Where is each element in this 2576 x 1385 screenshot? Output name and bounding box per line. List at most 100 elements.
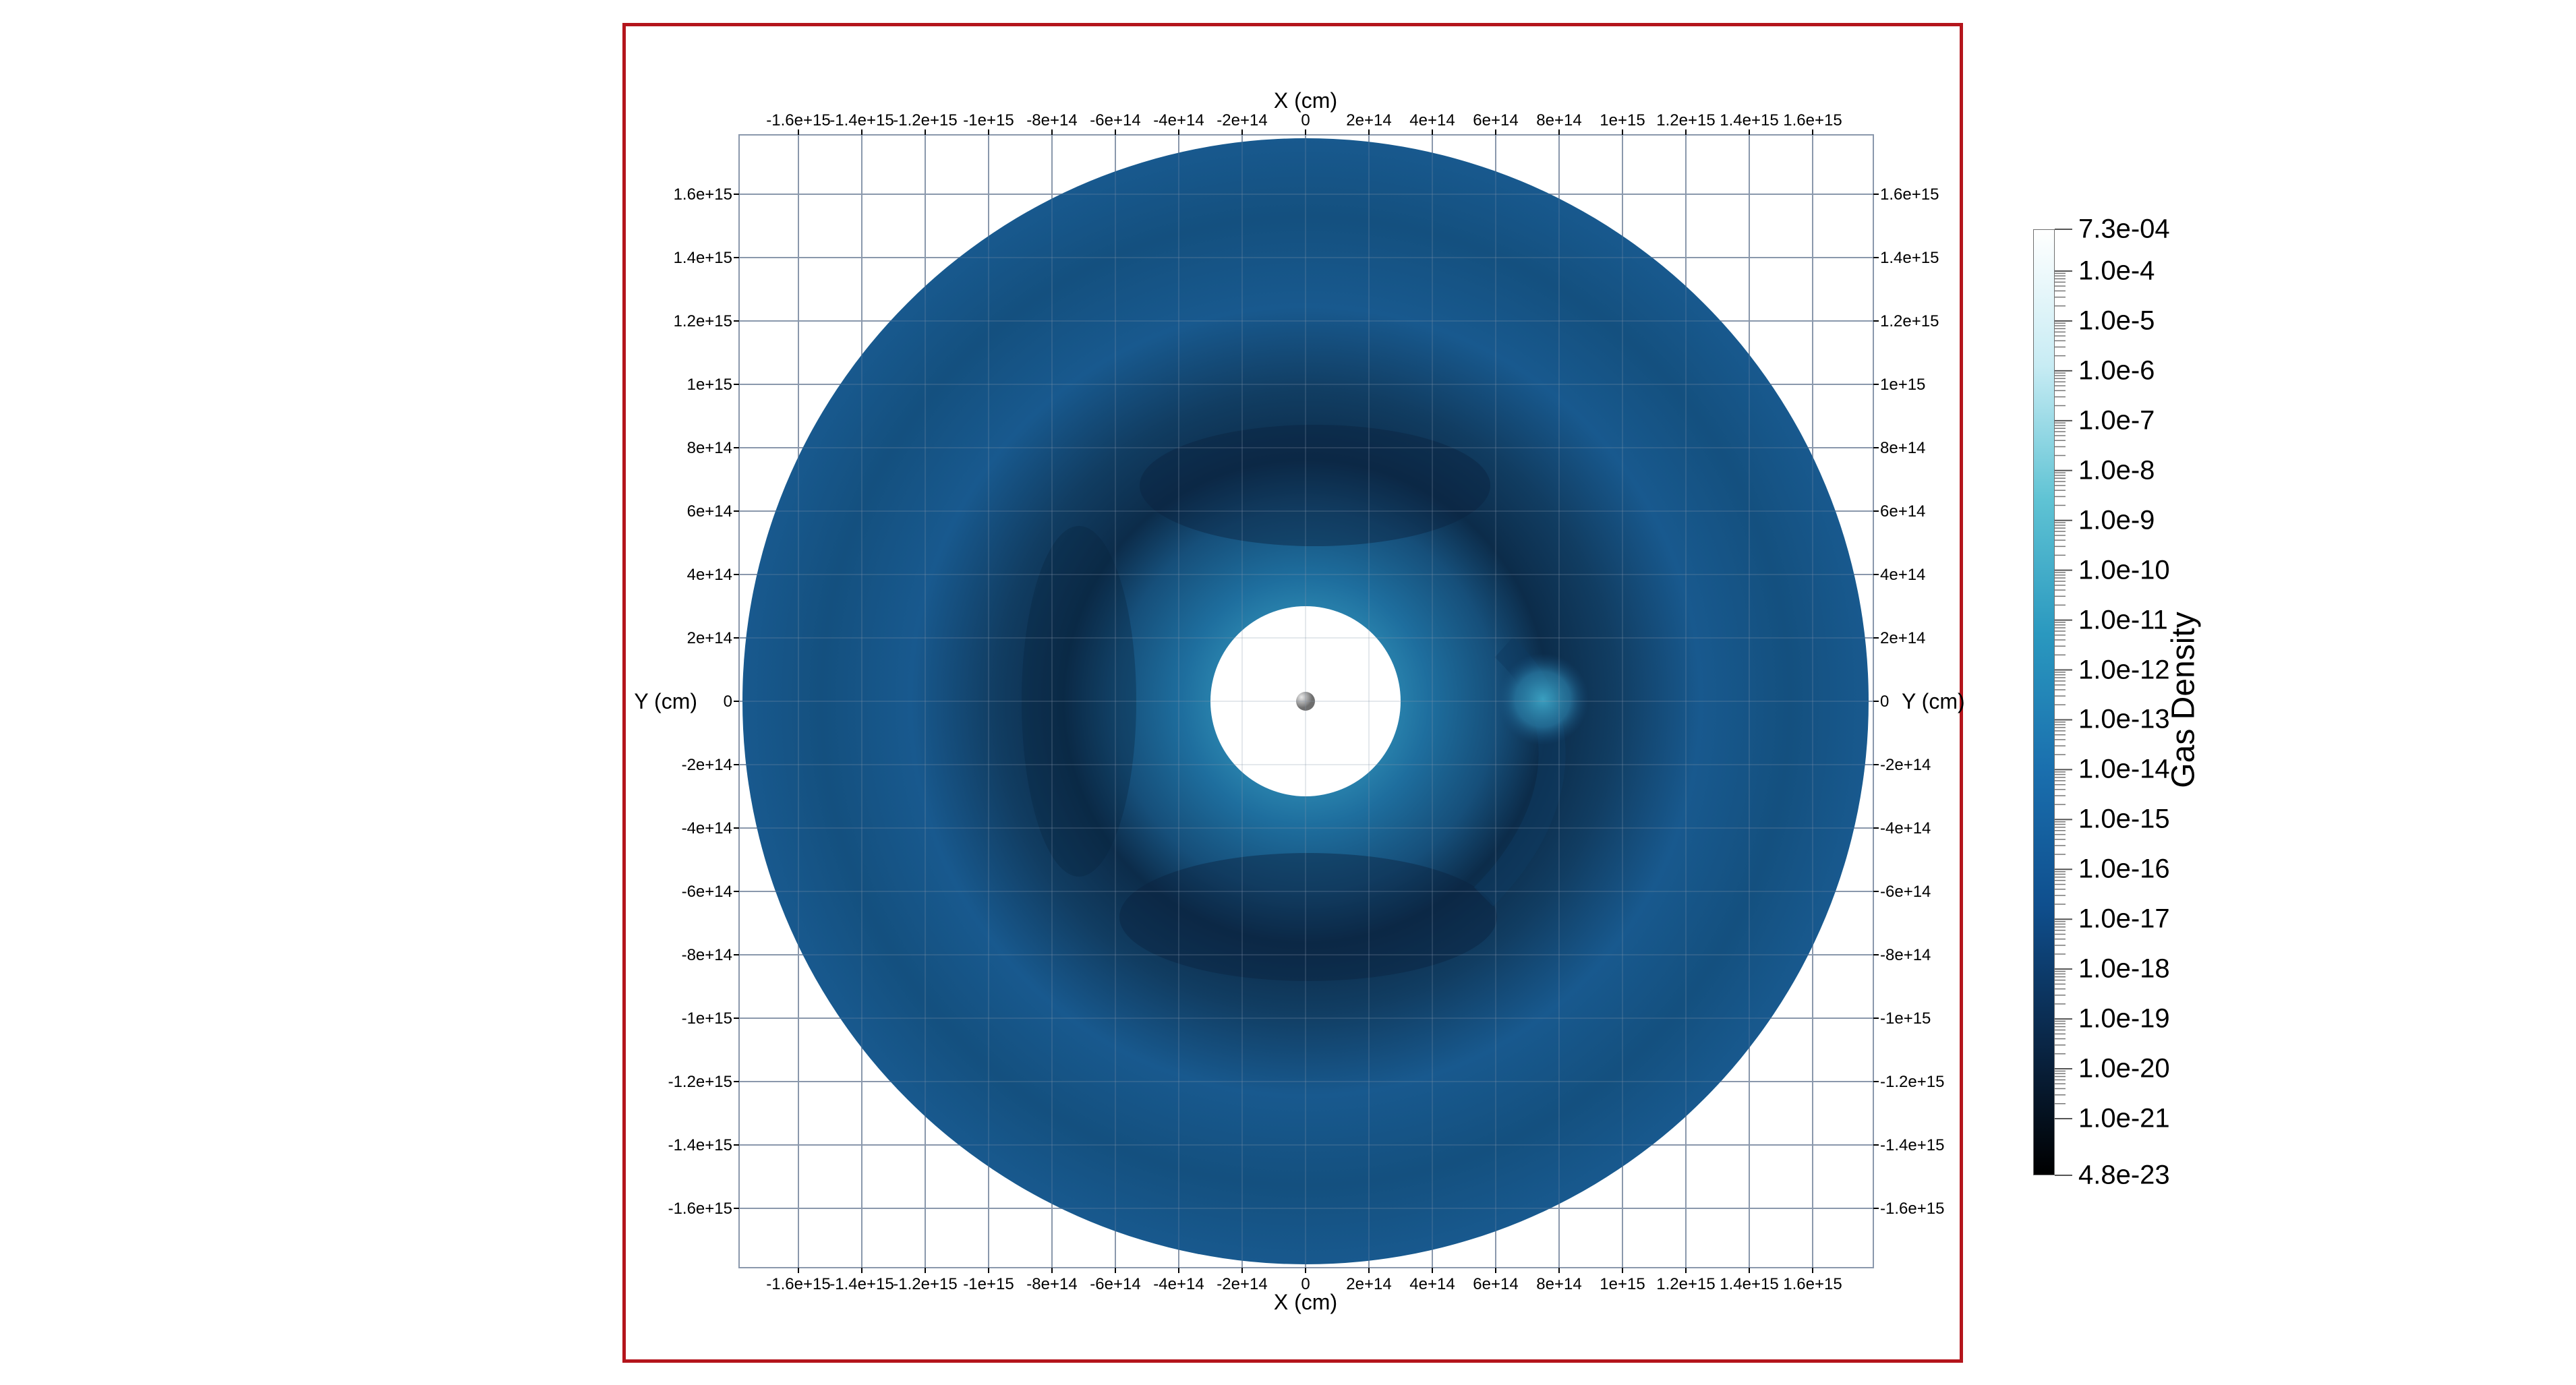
y-tick-right: 2e+14: [1880, 629, 1925, 647]
colorbar-label: 1.0e-9: [2078, 505, 2155, 535]
colorbar-label: 1.0e-20: [2078, 1053, 2170, 1084]
y-tick-left: 0: [724, 692, 732, 711]
axes: -1.6e+15-1.6e+15-1.4e+15-1.4e+15-1.2e+15…: [634, 88, 1964, 1314]
y-tick-left: -1.6e+15: [668, 1200, 732, 1218]
y-tick-right: -1.2e+15: [1880, 1073, 1944, 1091]
y-tick-left: 1.4e+15: [674, 249, 732, 267]
y-tick-left: -2e+14: [682, 756, 732, 774]
colorbar-label: 1.0e-7: [2078, 405, 2155, 436]
dark-arc-bottom: [1119, 853, 1497, 981]
y-tick-right: 1.6e+15: [1880, 185, 1939, 204]
x-tick-bottom: 1.2e+15: [1656, 1275, 1715, 1293]
x-tick-top: 4e+14: [1409, 111, 1455, 129]
x-tick-bottom: 4e+14: [1409, 1275, 1455, 1293]
y-tick-right: -2e+14: [1880, 756, 1931, 774]
y-tick-left: 4e+14: [687, 566, 732, 584]
y-tick-left: -6e+14: [682, 883, 732, 901]
x-tick-top: -1.4e+15: [829, 111, 894, 129]
y-tick-right: 8e+14: [1880, 439, 1925, 457]
x-tick-bottom: -4e+14: [1153, 1275, 1204, 1293]
x-tick-bottom: -1e+15: [963, 1275, 1014, 1293]
x-tick-top: 0: [1301, 111, 1310, 129]
y-axis-title-left: Y (cm): [634, 689, 697, 713]
x-tick-top: 1.6e+15: [1783, 111, 1842, 129]
colorbar-label: 1.0e-4: [2078, 256, 2155, 286]
x-tick-bottom: -6e+14: [1090, 1275, 1140, 1293]
dark-arc-left: [1022, 526, 1136, 877]
colorbar-title: Gas Density: [2165, 612, 2202, 788]
x-tick-top: -2e+14: [1217, 111, 1267, 129]
x-tick-top: -1.2e+15: [893, 111, 957, 129]
x-tick-top: 2e+14: [1346, 111, 1391, 129]
y-tick-right: -1e+15: [1880, 1009, 1931, 1028]
colorbar-label: 1.0e-19: [2078, 1003, 2170, 1034]
y-tick-right: -8e+14: [1880, 946, 1931, 964]
x-tick-top: 1.2e+15: [1656, 111, 1715, 129]
x-tick-bottom: 1.6e+15: [1783, 1275, 1842, 1293]
colorbar-label: 1.0e-16: [2078, 854, 2170, 884]
colorbar-label: 1.0e-12: [2078, 655, 2170, 685]
colorbar-label: 1.0e-11: [2078, 605, 2168, 635]
y-tick-left: 1e+15: [687, 376, 732, 394]
x-tick-bottom: -1.6e+15: [766, 1275, 830, 1293]
central-star: [1296, 692, 1315, 711]
x-tick-top: -4e+14: [1153, 111, 1204, 129]
x-tick-bottom: -2e+14: [1217, 1275, 1267, 1293]
colorbar-label: 4.8e-23: [2078, 1160, 2170, 1190]
colorbar-label: 1.0e-17: [2078, 904, 2170, 934]
y-tick-left: 1.6e+15: [674, 185, 732, 204]
y-tick-right: -6e+14: [1880, 883, 1931, 901]
y-tick-left: -1.2e+15: [668, 1073, 732, 1091]
y-tick-right: 6e+14: [1880, 502, 1925, 521]
embedded-companion: [1497, 653, 1589, 745]
dark-arc-top: [1140, 425, 1490, 546]
y-tick-left: -1e+15: [682, 1009, 732, 1028]
y-tick-right: -1.6e+15: [1880, 1200, 1944, 1218]
x-tick-bottom: 2e+14: [1346, 1275, 1391, 1293]
y-tick-left: -8e+14: [682, 946, 732, 964]
y-axis-title-right: Y (cm): [1902, 689, 1965, 713]
y-tick-right: 1.4e+15: [1880, 249, 1939, 267]
y-tick-left: -4e+14: [682, 819, 732, 837]
y-tick-left: 6e+14: [687, 502, 732, 521]
colorbar-label: 1.0e-18: [2078, 953, 2170, 984]
colorbar-label: 1.0e-6: [2078, 355, 2155, 386]
x-tick-top: -1e+15: [963, 111, 1014, 129]
colorbar-label: 7.3e-04: [2078, 214, 2170, 244]
y-tick-left: 1.2e+15: [674, 312, 732, 330]
density-disk: [742, 138, 1869, 1264]
x-tick-top: -1.6e+15: [766, 111, 830, 129]
colorbar-label: 1.0e-10: [2078, 555, 2170, 585]
x-tick-top: 8e+14: [1536, 111, 1581, 129]
x-tick-bottom: 0: [1301, 1275, 1310, 1293]
x-tick-bottom: -1.2e+15: [893, 1275, 957, 1293]
y-tick-left: -1.4e+15: [668, 1136, 732, 1154]
x-tick-top: -8e+14: [1026, 111, 1077, 129]
x-tick-top: 1.4e+15: [1720, 111, 1778, 129]
y-tick-left: 2e+14: [687, 629, 732, 647]
y-tick-right: 1e+15: [1880, 376, 1925, 394]
y-tick-right: 0: [1880, 692, 1889, 711]
x-axis-title-bottom: X (cm): [1274, 1290, 1337, 1314]
x-tick-bottom: 1e+15: [1600, 1275, 1645, 1293]
x-tick-top: 6e+14: [1473, 111, 1518, 129]
colorbar-label: 1.0e-21: [2078, 1103, 2170, 1133]
colorbar-label: 1.0e-8: [2078, 455, 2155, 485]
x-tick-top: 1e+15: [1600, 111, 1645, 129]
y-tick-right: -4e+14: [1880, 819, 1931, 837]
colorbar-label: 1.0e-15: [2078, 804, 2170, 834]
y-tick-right: 4e+14: [1880, 566, 1925, 584]
x-tick-bottom: -1.4e+15: [829, 1275, 894, 1293]
x-axis-title-top: X (cm): [1274, 88, 1337, 113]
colorbar-label: 1.0e-14: [2078, 754, 2170, 784]
colorbar: [2033, 229, 2055, 1175]
y-tick-right: -1.4e+15: [1880, 1136, 1944, 1154]
y-tick-left: 8e+14: [687, 439, 732, 457]
x-tick-top: -6e+14: [1090, 111, 1140, 129]
x-tick-bottom: 8e+14: [1536, 1275, 1581, 1293]
colorbar-label: 1.0e-13: [2078, 704, 2170, 734]
y-tick-right: 1.2e+15: [1880, 312, 1939, 330]
x-tick-bottom: 6e+14: [1473, 1275, 1518, 1293]
colorbar-label: 1.0e-5: [2078, 305, 2155, 336]
